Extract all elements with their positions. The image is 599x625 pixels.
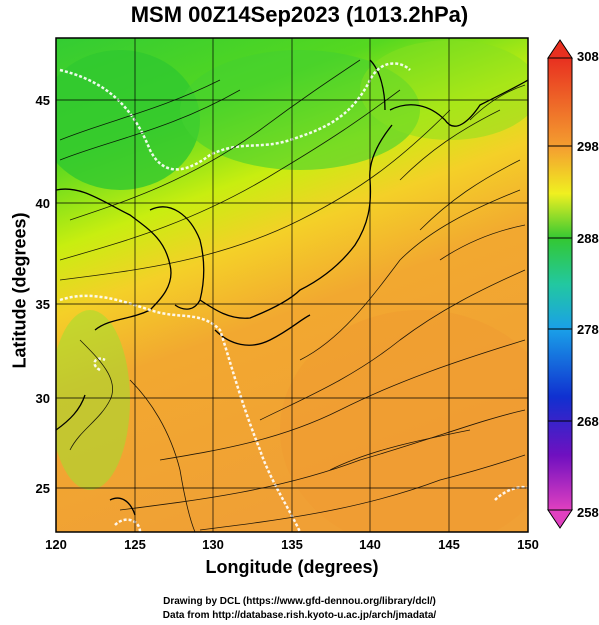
graticule bbox=[56, 38, 528, 532]
y-tick-40: 40 bbox=[36, 196, 50, 211]
colorbar-tick-288: 288 bbox=[577, 231, 599, 246]
colorbar-tick-308: 308 bbox=[577, 49, 599, 64]
x-tick-135: 135 bbox=[281, 537, 303, 552]
colorbar-tick-268: 268 bbox=[577, 414, 599, 429]
y-tick-35: 35 bbox=[36, 297, 50, 312]
map-title: MSM 00Z14Sep2023 (1013.2hPa) bbox=[130, 2, 469, 27]
x-tick-120: 120 bbox=[45, 537, 67, 552]
y-tick-45: 45 bbox=[36, 93, 50, 108]
x-tick-130: 130 bbox=[202, 537, 224, 552]
x-tick-125: 125 bbox=[124, 537, 146, 552]
colorbar-tick-278: 278 bbox=[577, 322, 599, 337]
y-tick-25: 25 bbox=[36, 481, 50, 496]
plot-frame bbox=[55, 37, 529, 533]
x-axis-label: Longitude (degrees) bbox=[205, 557, 379, 577]
x-tick-145: 145 bbox=[438, 537, 460, 552]
y-axis-label: Latitude (degrees) bbox=[9, 212, 30, 369]
credit-drawing: Drawing by DCL (https://www.gfd-dennou.o… bbox=[163, 596, 436, 607]
colorbar-scale bbox=[547, 57, 573, 511]
y-tick-30: 30 bbox=[36, 391, 50, 406]
colorbar-tick-298: 298 bbox=[577, 139, 599, 154]
colorbar-max-arrow bbox=[547, 39, 573, 59]
colorbar-min-arrow bbox=[547, 509, 573, 529]
coastlines bbox=[56, 59, 528, 516]
x-tick-150: 150 bbox=[517, 537, 539, 552]
colorbar: 308 298 288 278 268 258 bbox=[547, 39, 599, 529]
colorbar-tick-258: 258 bbox=[577, 505, 599, 520]
x-tick-140: 140 bbox=[359, 537, 381, 552]
credit-data: Data from http://database.rish.kyoto-u.a… bbox=[162, 610, 437, 621]
streamlines bbox=[59, 59, 526, 532]
